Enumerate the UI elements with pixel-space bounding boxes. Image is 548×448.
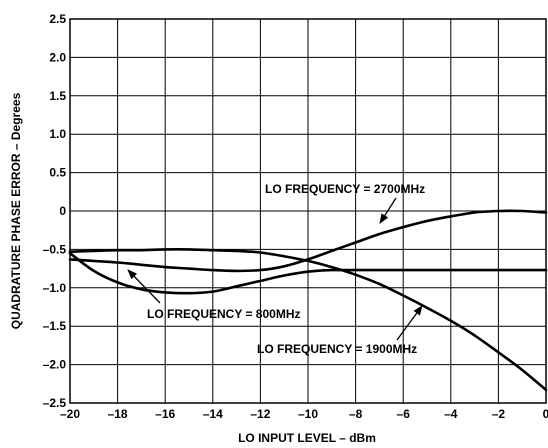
annotation-2700mhz-arrow bbox=[379, 197, 397, 224]
x-tick-label: –10 bbox=[298, 407, 318, 421]
annotation-800mhz-arrow bbox=[127, 269, 161, 304]
y-tick-label: 2.5 bbox=[49, 12, 66, 26]
annotation-2700mhz-label: LO FREQUENCY = 2700MHz bbox=[265, 182, 425, 196]
x-tick-label: –18 bbox=[108, 407, 128, 421]
y-tick-label: 0.5 bbox=[49, 166, 66, 180]
x-tick-label: –12 bbox=[250, 407, 270, 421]
x-tick-label: –6 bbox=[397, 407, 411, 421]
x-axis-title: LO INPUT LEVEL – dBm bbox=[238, 431, 376, 445]
y-tick-label: –1.0 bbox=[43, 281, 67, 295]
series-2700mhz-line bbox=[68, 209, 548, 273]
tick-layer: –20 –18 –16 –14 –12 –10 –8 –6 –4 –2 02.52.01.51.00… bbox=[43, 12, 548, 421]
y-axis-title: QUADRATURE PHASE ERROR – Degrees bbox=[9, 92, 23, 329]
annotation-1900mhz-arrow bbox=[396, 305, 423, 341]
x-tick-label: –4 bbox=[444, 407, 458, 421]
x-tick-label: –2 bbox=[492, 407, 506, 421]
x-tick-label: –20 bbox=[60, 407, 80, 421]
x-tick-label: –14 bbox=[203, 407, 223, 421]
y-tick-label: –2.0 bbox=[43, 358, 67, 372]
y-tick-label: –2.5 bbox=[43, 396, 67, 410]
y-tick-label: 0 bbox=[59, 204, 66, 218]
y-tick-label: 1.5 bbox=[49, 89, 66, 103]
x-tick-label: –16 bbox=[155, 407, 175, 421]
y-tick-label: 1.0 bbox=[49, 127, 66, 141]
grid-layer bbox=[69, 18, 547, 404]
x-tick-label: –8 bbox=[349, 407, 363, 421]
annotation-1900mhz-label: LO FREQUENCY = 1900MHz bbox=[257, 342, 417, 356]
annotation-layer: LO FREQUENCY = 2700MHz LO FREQUENCY = 800… bbox=[127, 182, 425, 356]
series-1900mhz-line bbox=[68, 248, 548, 392]
annotation-800mhz-label: LO FREQUENCY = 800MHz bbox=[147, 307, 300, 321]
x-tick-label: 0 bbox=[543, 407, 548, 421]
plot-frame bbox=[69, 18, 547, 404]
y-tick-label: –1.5 bbox=[43, 319, 67, 333]
y-tick-label: –0.5 bbox=[43, 242, 67, 256]
y-tick-label: 2.0 bbox=[49, 50, 66, 64]
